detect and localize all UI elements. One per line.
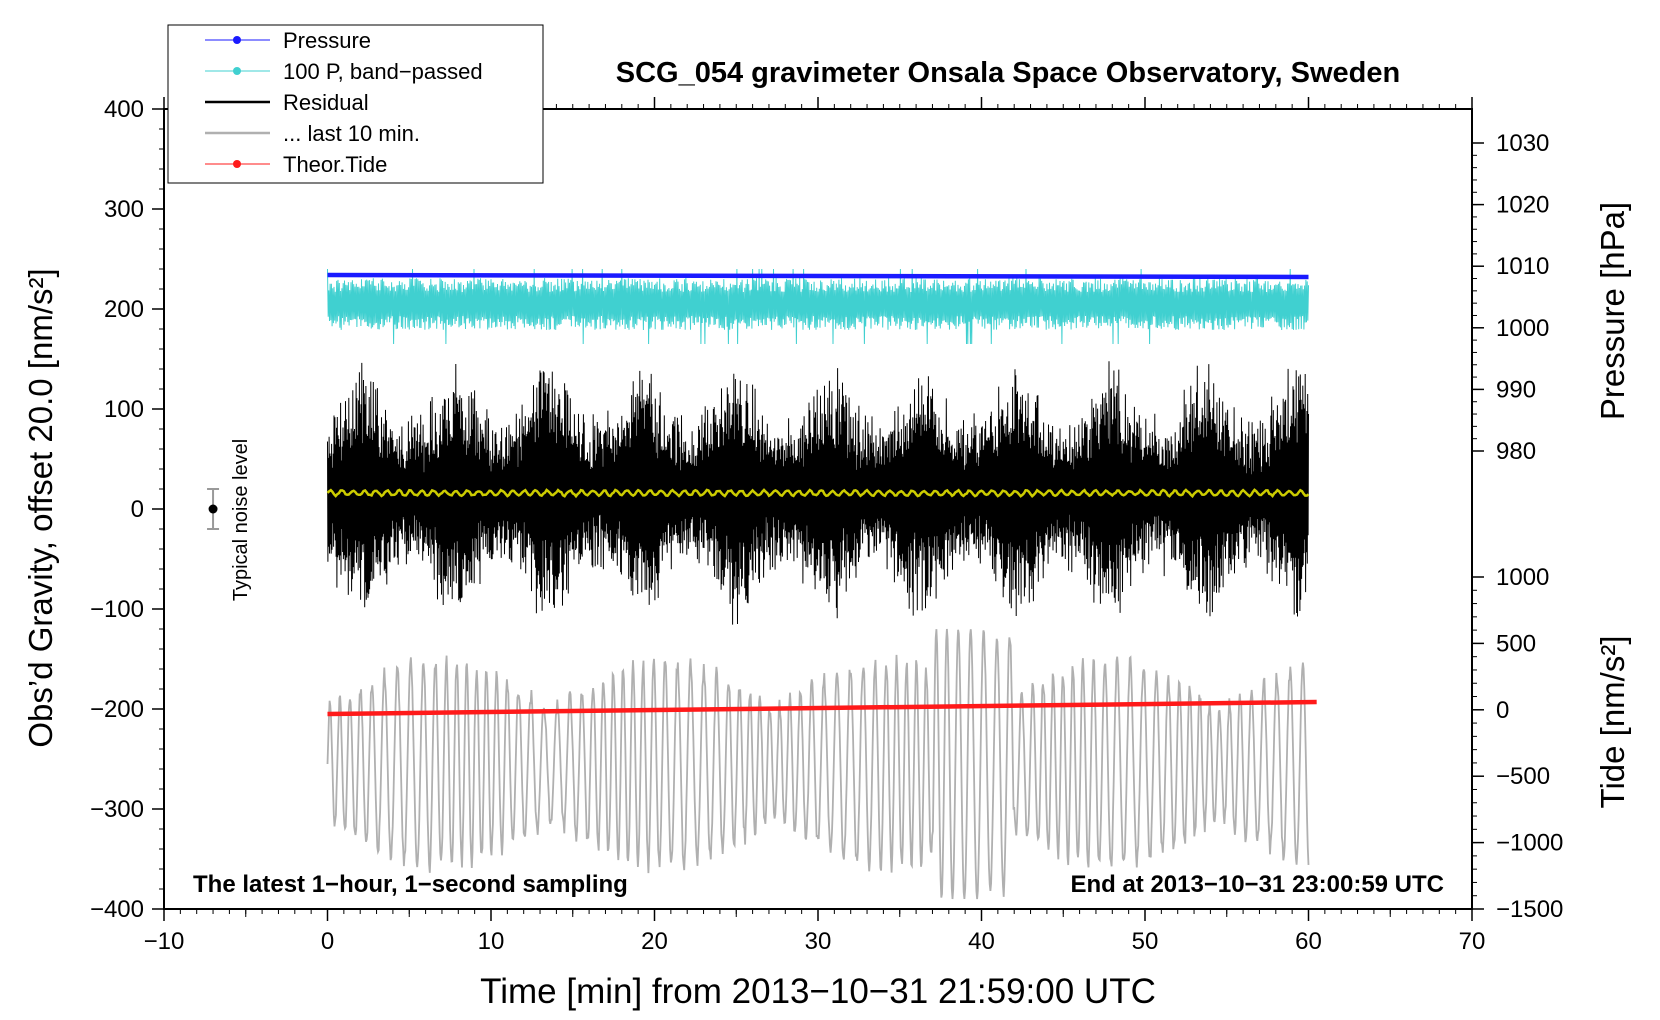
- tide-tick-label: −1000: [1496, 830, 1563, 857]
- legend-label: ... last 10 min.: [283, 121, 420, 146]
- pressure-tick-label: 1030: [1496, 130, 1549, 157]
- annotation-sampling: The latest 1−hour, 1−second sampling: [193, 871, 628, 898]
- legend-label: Theor.Tide: [283, 152, 387, 177]
- pressure-tick-label: 1000: [1496, 315, 1549, 342]
- series-last-10-min-line: [326, 628, 1310, 900]
- y-left-tick-label: 400: [104, 96, 144, 123]
- chart-title: SCG_054 gravimeter Onsala Space Observat…: [616, 57, 1400, 89]
- pressure-tick-label: 990: [1496, 376, 1536, 403]
- pressure-tick-label: 980: [1496, 438, 1536, 465]
- x-tick-label: 0: [321, 928, 334, 955]
- tide-axis-ticks: 1000 500 0 −500 −1000 −1500: [1472, 564, 1563, 923]
- y-left-tick-label: −200: [90, 696, 144, 723]
- tide-tick-label: 500: [1496, 630, 1536, 657]
- x-tick-label: 40: [968, 928, 995, 955]
- tide-tick-label: 0: [1496, 697, 1509, 724]
- y-left-tick-label: 100: [104, 396, 144, 423]
- series-band-passed-line: [327, 268, 1309, 345]
- x-axis-label: Time [min] from 2013−10−31 21:59:00 UTC: [480, 972, 1156, 1011]
- annotation-end-time: End at 2013−10−31 23:00:59 UTC: [1070, 871, 1444, 898]
- tide-tick-label: 1000: [1496, 564, 1549, 591]
- series-residual-line: [327, 361, 1309, 625]
- legend-swatch-dot: [233, 160, 241, 168]
- legend-swatch-dot: [233, 36, 241, 44]
- x-tick-label: −10: [144, 928, 185, 955]
- noise-center-dot: [208, 504, 218, 514]
- x-axis-ticks: −10 0 10 20 30 40 50 60 70: [144, 97, 1486, 955]
- y-left-axis-label: Obs’d Gravity, offset 20.0 [nm/s²]: [22, 268, 59, 747]
- series-theor-tide-line: [327, 699, 1317, 717]
- legend-swatch-dot: [233, 67, 241, 75]
- pressure-axis-label: Pressure [hPa]: [1594, 202, 1631, 420]
- y-left-axis-ticks: 400 300 200 100 0 −100 −200 −300 −400: [90, 96, 164, 923]
- legend: Pressure 100 P, band−passed Residual ... la…: [167, 24, 544, 184]
- x-tick-label: 30: [805, 928, 832, 955]
- x-tick-label: 10: [478, 928, 505, 955]
- series-residual-smoothed-line: [326, 488, 1310, 499]
- y-left-tick-label: −300: [90, 796, 144, 823]
- legend-entry: 100 P, band−passed: [205, 59, 483, 84]
- y-left-tick-label: 300: [104, 196, 144, 223]
- pressure-tick-label: 1010: [1496, 253, 1549, 280]
- series-layer: [326, 268, 1317, 900]
- x-tick-label: 50: [1132, 928, 1159, 955]
- tide-tick-label: −500: [1496, 763, 1550, 790]
- legend-label: 100 P, band−passed: [283, 59, 483, 84]
- y-left-tick-label: −100: [90, 596, 144, 623]
- y-left-tick-label: 0: [131, 496, 144, 523]
- x-tick-label: 60: [1295, 928, 1322, 955]
- series-pressure-line: [327, 272, 1309, 280]
- tide-tick-label: −1500: [1496, 896, 1563, 923]
- pressure-tick-label: 1020: [1496, 192, 1549, 219]
- tide-axis-label: Tide [nm/s²]: [1594, 636, 1631, 809]
- y-left-tick-label: 200: [104, 296, 144, 323]
- y-left-tick-label: −400: [90, 896, 144, 923]
- legend-entry: ... last 10 min.: [205, 121, 420, 146]
- legend-entry: Residual: [205, 90, 369, 115]
- legend-box: [167, 24, 544, 184]
- noise-level-indicator: Typical noise level: [207, 439, 252, 601]
- legend-entry: Theor.Tide: [205, 152, 387, 177]
- x-tick-label: 20: [641, 928, 668, 955]
- legend-label: Pressure: [283, 28, 371, 53]
- noise-level-label: Typical noise level: [230, 439, 252, 601]
- pressure-axis-ticks: 1030 1020 1010 1000 990 980: [1472, 130, 1549, 465]
- legend-label: Residual: [283, 90, 369, 115]
- x-tick-label: 70: [1459, 928, 1486, 955]
- legend-entry: Pressure: [205, 28, 371, 53]
